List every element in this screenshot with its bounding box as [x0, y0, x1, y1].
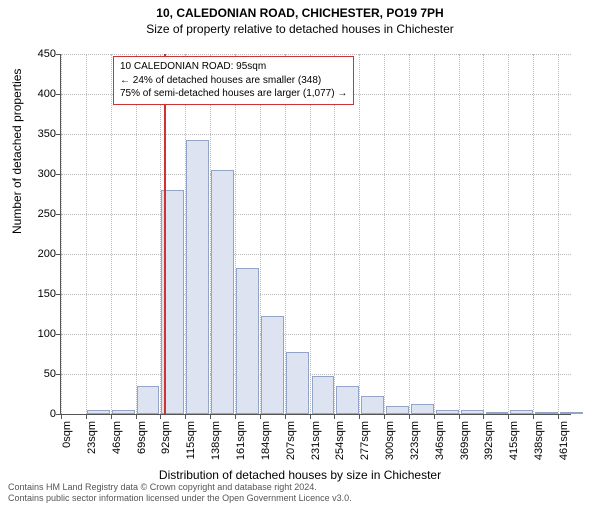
xtick-mark [334, 414, 335, 419]
xtick-mark [260, 414, 261, 419]
gridline-h [61, 54, 571, 55]
histogram-bar [137, 386, 160, 414]
histogram-bar [286, 352, 309, 414]
histogram-bar [236, 268, 259, 414]
histogram-bar [560, 412, 583, 414]
histogram-bar [436, 410, 459, 414]
xtick-mark [483, 414, 484, 419]
plot-region: 0501001502002503003504004500sqm23sqm46sq… [60, 54, 571, 415]
ytick-label: 50 [21, 368, 56, 380]
histogram-bar [461, 410, 484, 414]
ytick-label: 200 [21, 248, 56, 260]
xtick-mark [185, 414, 186, 419]
gridline-v [558, 54, 559, 414]
ytick-label: 100 [21, 328, 56, 340]
gridline-v [533, 54, 534, 414]
info-box-line: 75% of semi-detached houses are larger (… [120, 87, 347, 101]
xtick-mark [160, 414, 161, 419]
gridline-h [61, 334, 571, 335]
xtick-mark [210, 414, 211, 419]
histogram-bar [486, 412, 509, 414]
gridline-h [61, 174, 571, 175]
gridline-v [459, 54, 460, 414]
xtick-mark [409, 414, 410, 419]
histogram-bar [535, 412, 558, 414]
xtick-mark [459, 414, 460, 419]
gridline-v [136, 54, 137, 414]
gridline-h [61, 294, 571, 295]
ytick-label: 150 [21, 288, 56, 300]
gridline-v [483, 54, 484, 414]
info-box: 10 CALEDONIAN ROAD: 95sqm← 24% of detach… [113, 56, 354, 105]
histogram-bar [186, 140, 209, 414]
histogram-bar [336, 386, 359, 414]
histogram-bar [211, 170, 234, 414]
gridline-v [409, 54, 410, 414]
xtick-mark [434, 414, 435, 419]
xtick-mark [61, 414, 62, 419]
ytick-label: 450 [21, 48, 56, 60]
histogram-bar [411, 404, 434, 414]
gridline-v [310, 54, 311, 414]
page-subtitle: Size of property relative to detached ho… [0, 22, 600, 36]
info-box-line: 10 CALEDONIAN ROAD: 95sqm [120, 60, 347, 74]
histogram-bar [87, 410, 110, 414]
footer-line-2: Contains public sector information licen… [8, 493, 352, 504]
gridline-v [86, 54, 87, 414]
ytick-label: 400 [21, 88, 56, 100]
gridline-v [384, 54, 385, 414]
property-marker-line [164, 54, 166, 414]
xtick-mark [285, 414, 286, 419]
xtick-mark [558, 414, 559, 419]
xtick-mark [533, 414, 534, 419]
histogram-bar [386, 406, 409, 414]
footer-attribution: Contains HM Land Registry data © Crown c… [8, 482, 352, 504]
ytick-label: 300 [21, 168, 56, 180]
histogram-bar [312, 376, 335, 414]
xtick-mark [86, 414, 87, 419]
gridline-h [61, 214, 571, 215]
gridline-v [434, 54, 435, 414]
ytick-label: 250 [21, 208, 56, 220]
histogram-bar [261, 316, 284, 414]
xtick-mark [508, 414, 509, 419]
xtick-mark [359, 414, 360, 419]
xtick-mark [111, 414, 112, 419]
gridline-v [359, 54, 360, 414]
gridline-v [111, 54, 112, 414]
footer-line-1: Contains HM Land Registry data © Crown c… [8, 482, 352, 493]
histogram-bar [361, 396, 384, 414]
gridline-h [61, 134, 571, 135]
gridline-v [334, 54, 335, 414]
x-axis-label: Distribution of detached houses by size … [0, 468, 600, 482]
ytick-label: 0 [21, 408, 56, 420]
info-box-line: ← 24% of detached houses are smaller (34… [120, 74, 347, 88]
gridline-v [61, 54, 62, 414]
histogram-bar [510, 410, 533, 414]
ytick-label: 350 [21, 128, 56, 140]
page-title: 10, CALEDONIAN ROAD, CHICHESTER, PO19 7P… [0, 6, 600, 20]
xtick-mark [235, 414, 236, 419]
gridline-v [508, 54, 509, 414]
histogram-bar [112, 410, 135, 414]
gridline-h [61, 254, 571, 255]
xtick-mark [310, 414, 311, 419]
xtick-mark [384, 414, 385, 419]
xtick-mark [136, 414, 137, 419]
chart-area: 0501001502002503003504004500sqm23sqm46sq… [60, 54, 570, 414]
